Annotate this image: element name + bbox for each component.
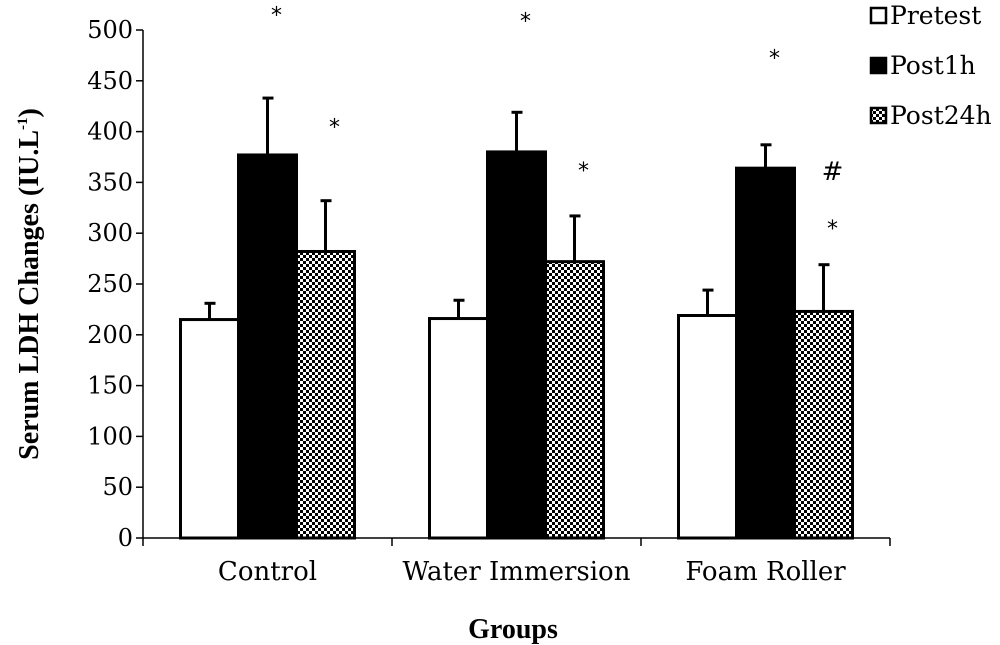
bar: [735, 166, 796, 540]
legend-swatch: [869, 6, 888, 25]
bar: [295, 249, 356, 540]
asterisk-annotation: *: [769, 46, 780, 71]
legend-swatch: [869, 56, 888, 75]
y-tick-label: 200: [87, 321, 133, 349]
error-bars: [204, 96, 830, 320]
y-tick-label: 300: [87, 219, 133, 247]
bar: [237, 153, 298, 540]
legend-swatch: [869, 106, 888, 125]
y-tick-label: 0: [118, 524, 133, 552]
legend-label: Post1h: [890, 51, 976, 80]
y-tick-label: 100: [87, 422, 133, 450]
bar: [677, 313, 738, 540]
bar: [179, 318, 240, 540]
y-axis-title-superscript: -1: [15, 118, 31, 131]
asterisk-annotation: *: [271, 4, 282, 29]
asterisk-annotation: *: [827, 217, 838, 242]
asterisk-annotation: *: [520, 10, 531, 35]
y-axis-title-close: ): [14, 108, 45, 117]
x-tick-label: Control: [218, 557, 317, 587]
x-axis-title: Groups: [468, 614, 558, 645]
x-axis: Control Water Immersion Foam Roller: [142, 537, 891, 587]
x-tick-label: Water Immersion: [403, 557, 631, 587]
legend: Pretest Post1h Post24h: [869, 1, 992, 130]
y-tick-label: 150: [87, 372, 133, 400]
bar: [544, 260, 605, 540]
y-axis: 0 50 100 150 200 250 300 350 400 450 500: [87, 16, 144, 552]
y-tick-label: 350: [87, 168, 133, 196]
y-tick-label: 50: [102, 473, 133, 501]
significance-annotations: * * * * * # *: [271, 4, 843, 242]
bar: [428, 317, 489, 540]
y-tick-label: 450: [87, 67, 133, 95]
asterisk-annotation: *: [329, 115, 340, 140]
x-tick-label: Foam Roller: [685, 557, 846, 587]
bar: [793, 309, 854, 540]
y-axis-title-main: Serum LDH Changes (IU.L: [14, 130, 45, 460]
asterisk-annotation: *: [578, 159, 589, 184]
y-axis-title: Serum LDH Changes (IU.L-1): [14, 108, 45, 460]
hash-annotation: #: [822, 157, 844, 187]
y-tick-label: 250: [87, 270, 133, 298]
y-tick-label: 400: [87, 118, 133, 146]
bars: [179, 150, 854, 540]
legend-label: Post24h: [890, 101, 992, 130]
legend-label: Pretest: [890, 1, 981, 30]
bar: [486, 150, 547, 540]
y-tick-label: 500: [87, 16, 133, 44]
